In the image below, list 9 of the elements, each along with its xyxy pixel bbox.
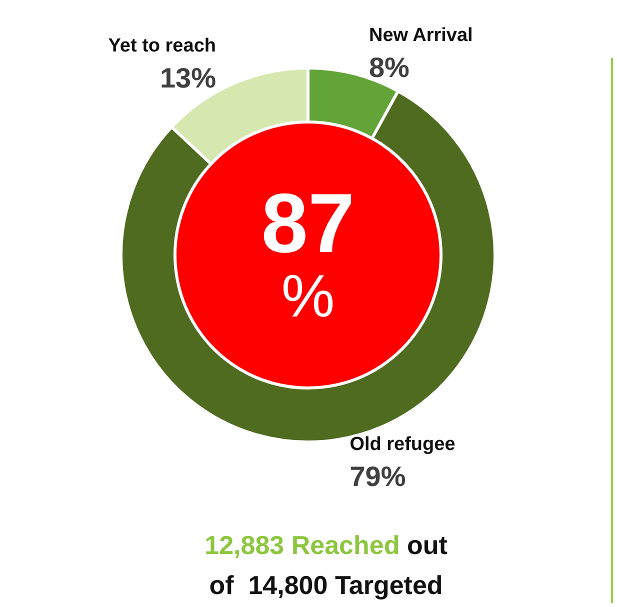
slice-label: Old refugee	[350, 434, 456, 455]
text: of 14,800 Targeted	[209, 570, 443, 600]
data-label: 8%	[368, 52, 410, 84]
slice-label: Yet to reach	[108, 36, 216, 57]
slice-label: New Arrival	[368, 25, 473, 46]
text: 87 %	[261, 176, 355, 330]
data-label: 13%	[160, 62, 216, 94]
text: 12,883 Reached out	[204, 530, 448, 560]
data-label: 79%	[350, 460, 406, 492]
